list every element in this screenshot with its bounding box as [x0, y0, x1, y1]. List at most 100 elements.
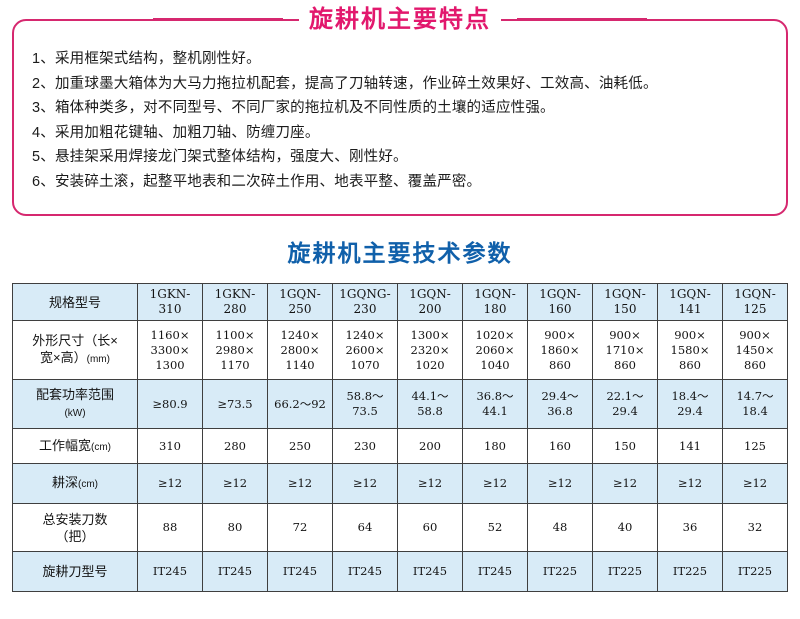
features-panel: 旋耕机主要特点 1、采用框架式结构，整机刚性好。 2、加重球墨大箱体为大马力拖拉… — [12, 2, 788, 216]
table-row: 外形尺寸（长× 宽×高）(mm) 1160× 3300× 1300 1100× 2980… — [12, 320, 788, 380]
row-header-line2: （把） — [55, 528, 95, 544]
list-item: 2、加重球墨大箱体为大马力拖拉机配套，提高了刀轴转速，作业碎土效果好、工效高、油… — [32, 75, 658, 92]
table-cell: 58.8～ 73.5 — [332, 379, 398, 429]
table-row: 规格型号 1GKN-310 1GKN-280 1GQN-250 1GQNG-23… — [12, 283, 788, 321]
table-cell: 900× 1450× 860 — [722, 320, 788, 380]
list-item: 5、悬挂架采用焊接龙门架式整体结构，强度大、刚性好。 — [32, 149, 408, 165]
table-cell: ≥12 — [527, 463, 593, 504]
table-row: 旋耕刀型号 IT245 IT245 IT245 IT245 IT245 IT24… — [12, 551, 788, 592]
table-cell: 141 — [657, 428, 723, 464]
table-cell: 1GQN-160 — [527, 283, 593, 321]
table-cell: 48 — [527, 503, 593, 552]
table-cell: 64 — [332, 503, 398, 552]
table-cell: 1020× 2060× 1040 — [462, 320, 528, 380]
table-cell: 180 — [462, 428, 528, 464]
table-cell: 29.4～ 36.8 — [527, 379, 593, 429]
table-cell: 72 — [267, 503, 333, 552]
table-cell: IT245 — [332, 551, 398, 592]
table-cell: 125 — [722, 428, 788, 464]
row-header-line2: 宽×高） — [40, 350, 87, 365]
table-cell: ≥12 — [267, 463, 333, 504]
table-cell: IT225 — [527, 551, 593, 592]
table-cell: 250 — [267, 428, 333, 464]
table-cell: 1100× 2980× 1170 — [202, 320, 268, 380]
row-header-line1: 总安装刀数 — [42, 511, 108, 527]
table-cell: 310 — [137, 428, 203, 464]
table-cell: ≥12 — [722, 463, 788, 504]
table-cell: 60 — [397, 503, 463, 552]
table-cell: ≥73.5 — [202, 379, 268, 429]
table-cell: 1GKN-310 — [137, 283, 203, 321]
row-header-tilling-depth: 耕深(cm) — [12, 463, 138, 504]
table-cell: 1240× 2800× 1140 — [267, 320, 333, 380]
table-cell: 280 — [202, 428, 268, 464]
table-cell: ≥12 — [462, 463, 528, 504]
table-cell: 900× 1860× 860 — [527, 320, 593, 380]
table-cell: 32 — [722, 503, 788, 552]
table-cell: IT245 — [397, 551, 463, 592]
table-cell: 1GQN-180 — [462, 283, 528, 321]
table-cell: IT245 — [267, 551, 333, 592]
table-cell: 52 — [462, 503, 528, 552]
table-cell: 18.4～ 29.4 — [657, 379, 723, 429]
table-cell: 1GQNG-230 — [332, 283, 398, 321]
table-cell: 1GQN-250 — [267, 283, 333, 321]
table-cell: 150 — [592, 428, 658, 464]
row-header-line1: 耕深 — [51, 475, 78, 490]
table-cell: 22.1～ 29.4 — [592, 379, 658, 429]
title-rule-right — [517, 17, 647, 21]
specs-table-body: 规格型号 1GKN-310 1GKN-280 1GQN-250 1GQNG-23… — [12, 283, 788, 592]
list-item: 6、安装碎土滚，起整平地表和二次碎土作用、地表平整、覆盖严密。 — [32, 173, 482, 190]
table-cell: 1GQN-141 — [657, 283, 723, 321]
table-cell: 36.8～ 44.1 — [462, 379, 528, 429]
row-header-line1: 外形尺寸（长× — [32, 333, 118, 348]
table-cell: 1GQN-200 — [397, 283, 463, 321]
table-cell: ≥12 — [657, 463, 723, 504]
row-header-line1: 工作幅宽 — [38, 437, 91, 453]
table-cell: 80 — [202, 503, 268, 552]
specs-table: 规格型号 1GKN-310 1GKN-280 1GQN-250 1GQNG-23… — [12, 283, 788, 592]
table-cell: IT245 — [462, 551, 528, 592]
table-cell: IT245 — [202, 551, 268, 592]
page-title: 旋耕机主要特点 — [299, 2, 501, 36]
row-header-unit: (kW) — [64, 408, 86, 419]
row-header-model: 规格型号 — [12, 283, 138, 321]
specs-title: 旋耕机主要技术参数 — [287, 240, 513, 267]
table-cell: IT225 — [657, 551, 723, 592]
table-row: 配套功率范围 (kW) ≥80.9 ≥73.5 66.2～92 58.8～ 73.5… — [12, 379, 788, 429]
table-cell: 160 — [527, 428, 593, 464]
list-item: 4、采用加粗花键轴、加粗刀轴、防缠刀座。 — [32, 124, 320, 141]
table-row: 总安装刀数 （把） 88 80 72 64 60 52 48 40 36 32 — [12, 503, 788, 552]
features-title-bar: 旋耕机主要特点 — [14, 2, 786, 36]
table-cell: 200 — [397, 428, 463, 464]
features-list: 1、采用框架式结构，整机刚性好。 2、加重球墨大箱体为大马力拖拉机配套，提高了刀… — [14, 21, 786, 194]
row-header-blade-count: 总安装刀数 （把） — [12, 503, 138, 552]
table-cell: ≥12 — [332, 463, 398, 504]
table-cell: 900× 1580× 860 — [657, 320, 723, 380]
table-cell: IT245 — [137, 551, 203, 592]
row-header-blade-model: 旋耕刀型号 — [12, 551, 138, 592]
list-item: 1、采用框架式结构，整机刚性好。 — [32, 51, 261, 67]
table-cell: 900× 1710× 860 — [592, 320, 658, 380]
row-header-working-width: 工作幅宽(cm) — [12, 428, 138, 464]
table-row: 工作幅宽(cm) 310 280 250 230 200 180 160 150… — [12, 428, 788, 464]
title-rule-left — [153, 17, 283, 21]
table-cell: 1GQN-150 — [592, 283, 658, 321]
table-cell: 40 — [592, 503, 658, 552]
row-header-line1: 配套功率范围 — [35, 387, 114, 402]
table-cell: 44.1～ 58.8 — [397, 379, 463, 429]
table-cell: 88 — [137, 503, 203, 552]
row-header-power: 配套功率范围 (kW) — [12, 379, 138, 429]
table-cell: ≥12 — [397, 463, 463, 504]
table-cell: 36 — [657, 503, 723, 552]
table-cell: 66.2～92 — [267, 379, 333, 429]
table-cell: 1GQN-125 — [722, 283, 788, 321]
table-cell: 14.7～ 18.4 — [722, 379, 788, 429]
row-header-unit: (mm) — [86, 354, 110, 365]
table-cell: 1240× 2600× 1070 — [332, 320, 398, 380]
row-header-unit: (cm) — [78, 479, 98, 490]
table-cell: 1GKN-280 — [202, 283, 268, 321]
specs-table-wrap: 规格型号 1GKN-310 1GKN-280 1GQN-250 1GQNG-23… — [0, 283, 800, 592]
table-cell: 1300× 2320× 1020 — [397, 320, 463, 380]
table-cell: ≥80.9 — [137, 379, 203, 429]
